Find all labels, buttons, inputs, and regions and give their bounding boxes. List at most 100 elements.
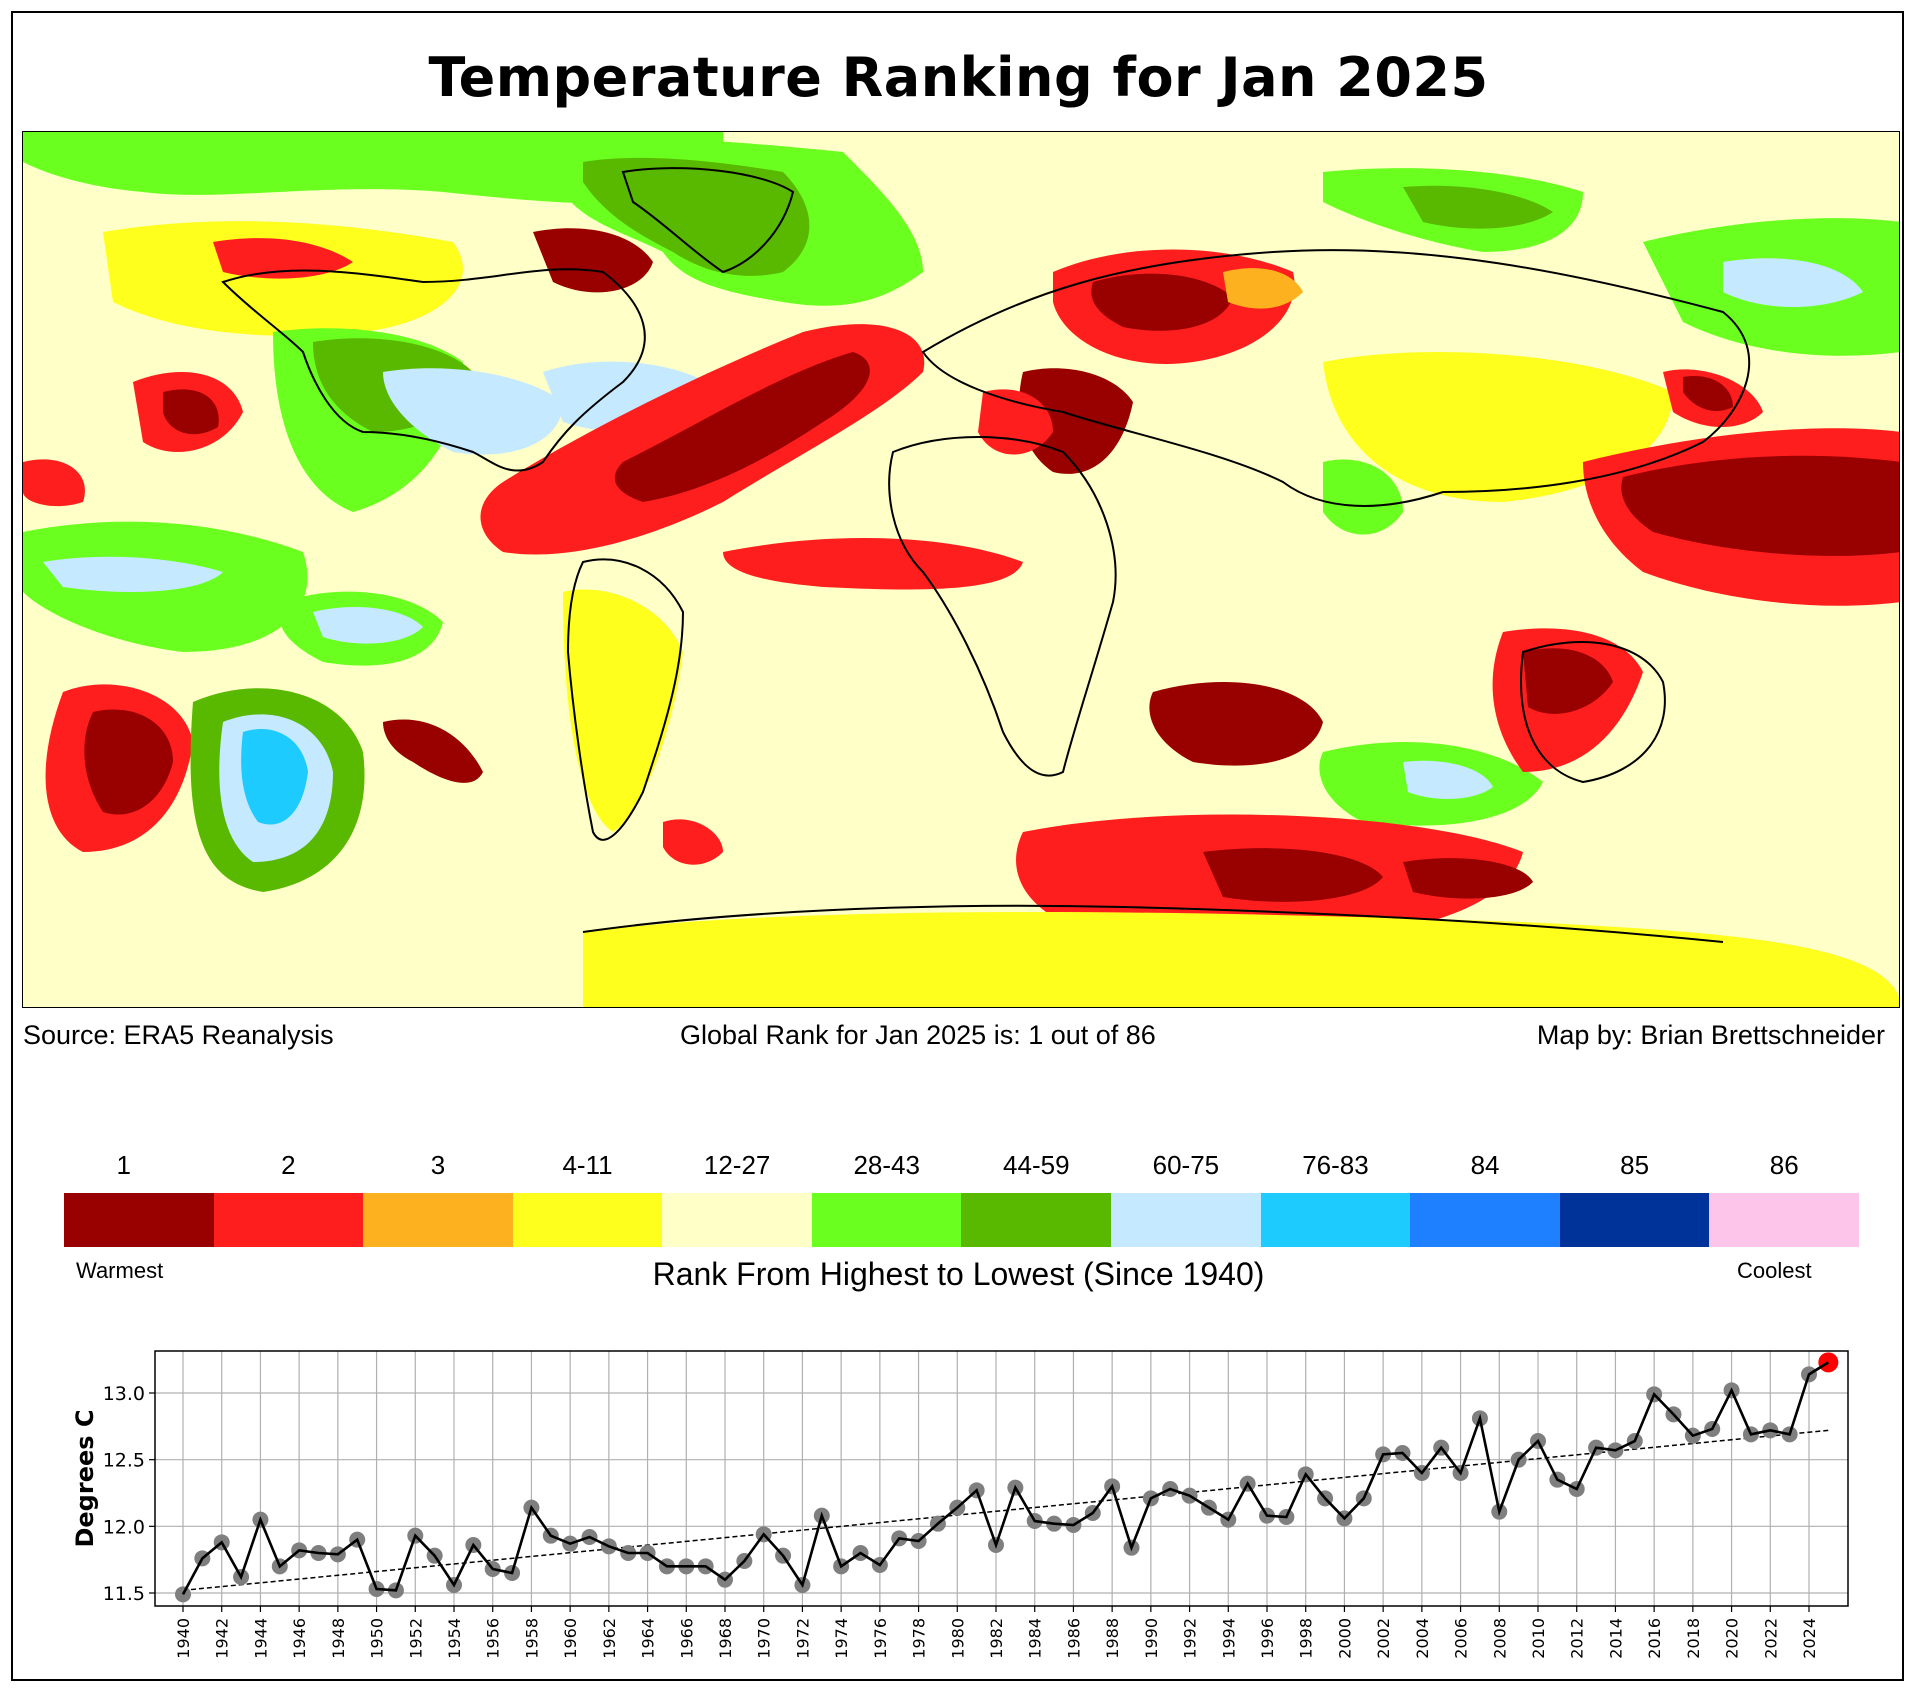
x-tick-label: 1980 [948,1618,967,1659]
x-tick-label: 1988 [1103,1618,1122,1659]
field-australia-hot [1523,648,1613,714]
field-japan-hot [1683,376,1733,412]
x-tick-label: 2020 [1723,1618,1742,1659]
coastline-north-america [221,268,646,472]
credit-caption: Map by: Brian Brettschneider [1536,1020,1885,1050]
x-tick-label: 2002 [1374,1618,1393,1659]
legend-bin-label: 44-59 [1003,1150,1070,1180]
x-tick-label: 2000 [1335,1618,1354,1659]
legend-bin-label: 2 [281,1150,296,1180]
legend-swatch-3 [363,1193,513,1247]
y-axis-label: Degrees C [71,1409,99,1547]
field-siberia-dark [1403,185,1553,229]
x-tick-label: 1998 [1297,1618,1316,1659]
trend-line [182,1429,1829,1592]
coastline-south-america [566,558,685,841]
plot-frame [154,1350,1849,1607]
field-eastern-europe-hot [1091,273,1233,331]
x-tick-label: 1978 [910,1618,929,1659]
x-tick-label: 1994 [1219,1618,1238,1659]
global-rank-caption: Global Rank for Jan 2025 is: 1 out of 86 [680,1020,1156,1050]
y-tick-label: 12.5 [103,1450,145,1472]
legend-swatch-76-83 [1260,1193,1411,1247]
x-tick-label: 1940 [174,1618,193,1659]
coastline-australia [1520,641,1666,784]
temperature-timeseries-chart: 1940 1942 1944 1946 1948 1950 1952 1954 1956 1958… [71,1350,1849,1659]
field-hudson-warm [533,228,653,293]
data-point [175,1586,191,1603]
x-tick-label: 1982 [987,1618,1006,1659]
legend-swatch-28-43 [811,1193,962,1247]
field-greenland [583,157,810,276]
series-line [181,1361,1830,1595]
field-south-pacific-hot-a [84,709,173,815]
temperature-rank-map [22,131,1900,1008]
x-tick-label: 1972 [793,1618,812,1659]
legend-bin-label: 12-27 [703,1150,771,1180]
page-title: Temperature Ranking for Jan 2025 [428,46,1489,109]
map-canvas [23,132,1899,1007]
legend-swatch-60-75 [1111,1193,1261,1247]
field-yukon-warm [213,238,353,279]
field-southern-ocean-hot-b [1203,848,1383,902]
x-tick-label: 1962 [600,1618,619,1659]
legend-bin-label: 1 [116,1150,132,1180]
y-tick-label: 11.5 [103,1583,145,1605]
x-tick-label: 1954 [445,1618,464,1659]
field-north-pacific-hot [163,389,219,435]
x-tick-label: 1960 [561,1618,580,1659]
x-tick-label: 2022 [1761,1618,1780,1659]
field-antarctica [583,912,1899,1007]
y-tick-label: 12.0 [103,1516,145,1538]
legend-bin-label: 3 [430,1150,446,1180]
x-tick-label: 1984 [1026,1618,1045,1659]
legend-swatch-2 [213,1193,364,1247]
x-tick-label: 1958 [522,1618,541,1659]
x-tick-label: 2004 [1413,1618,1432,1659]
series-line-last-segment [1808,1361,1830,1376]
x-tick-label: 1948 [329,1618,348,1659]
x-tick-label: 1964 [639,1618,658,1659]
field-west-pacific-hot [1621,455,1899,556]
x-tick-label: 1976 [871,1618,890,1659]
field-south-atlantic-warm [663,819,723,865]
legend-bin-label: 86 [1769,1150,1799,1180]
x-tick-label: 2014 [1606,1618,1625,1659]
coastlines [221,167,1751,943]
legend-title: Rank From Highest to Lowest (Since 1940) [652,1256,1265,1292]
field-southern-ocean-hot-c [1403,858,1533,899]
field-south-indian-cool [1403,760,1493,799]
field-south-america [563,589,683,832]
field-kamchatka-cool [1723,258,1863,307]
legend-swatch-84 [1410,1193,1560,1247]
source-caption: Source: ERA5 Reanalysis [23,1020,334,1050]
field-pacific-west-warm [23,459,85,507]
legend-swatch-85 [1559,1193,1710,1247]
field-atlantic-hot-core [614,352,870,502]
legend-bin-label: 60-75 [1152,1150,1220,1180]
x-tick-label: 2008 [1490,1618,1509,1659]
legend-swatch-12-27 [662,1193,812,1247]
coastline-africa [888,436,1117,777]
x-tick-label: 1966 [677,1618,696,1659]
rank-fields [23,132,1899,1007]
y-tick-label: 13.0 [103,1383,145,1405]
legend-swatch-1 [64,1193,214,1247]
legend-bin-label: 28-43 [853,1150,920,1180]
x-tick-label: 1944 [251,1618,270,1659]
x-tick-label: 1992 [1181,1618,1200,1659]
x-tick-label: 1974 [832,1618,851,1659]
legend-swatch-86 [1709,1193,1859,1247]
legend-warmest-label: Warmest [76,1258,164,1283]
legend-bin-label: 84 [1470,1150,1500,1180]
field-south-pacific-cool-b [313,607,423,644]
legend-swatch-4-11 [512,1193,663,1247]
field-us-south-cool [383,368,563,455]
x-tick-label: 2024 [1800,1618,1819,1659]
x-tick-label: 1946 [290,1618,309,1659]
x-tick-label: 2010 [1529,1618,1548,1659]
field-southeast-pacific-hot [383,719,483,783]
x-tick-label: 1952 [406,1618,425,1659]
x-tick-label: 1970 [755,1618,774,1659]
x-tick-label: 2012 [1568,1618,1587,1659]
